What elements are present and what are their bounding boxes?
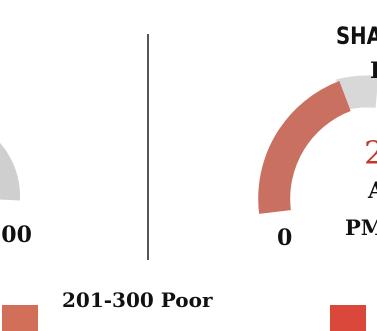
right-gauge-track <box>336 75 377 111</box>
legend-label-poor: 201-300 Poor <box>62 288 213 312</box>
left-gauge-arc <box>0 142 21 201</box>
panel-divider <box>147 34 149 260</box>
right-gauge-subtitle: I <box>370 58 377 84</box>
right-gauge-min-label: 0 <box>277 225 293 251</box>
right-gauge-value: 2 <box>364 134 377 172</box>
right-gauge-title: SHA <box>336 22 377 50</box>
legend-swatch-left <box>2 305 38 331</box>
right-gauge-fill <box>258 81 352 214</box>
right-gauge-category: A <box>368 178 377 204</box>
legend-swatch-right <box>330 305 366 331</box>
right-gauge-pollutant: PM <box>345 215 377 240</box>
left-gauge-max-label: 300 <box>0 222 32 248</box>
